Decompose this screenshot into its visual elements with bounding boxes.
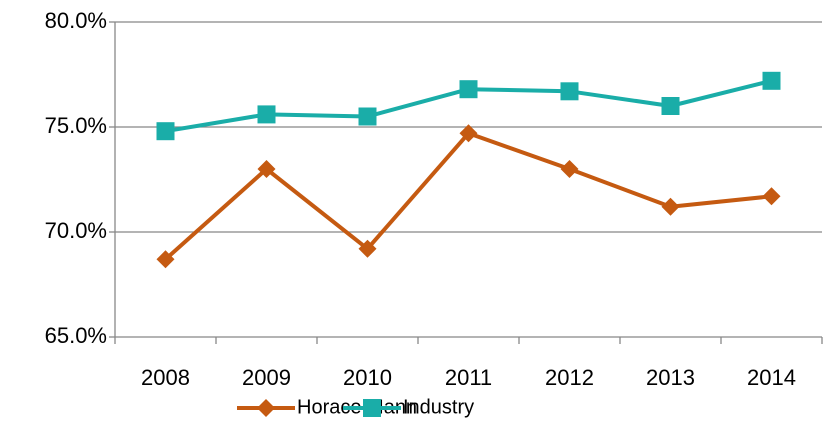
data-point bbox=[156, 122, 175, 141]
y-tick-label: 65.0% bbox=[45, 323, 107, 348]
legend-marker bbox=[363, 399, 381, 417]
series-line bbox=[164, 131, 772, 261]
x-tick-label: 2013 bbox=[646, 365, 695, 390]
data-point bbox=[560, 82, 579, 101]
data-point bbox=[156, 250, 175, 269]
data-point bbox=[257, 160, 276, 178]
x-tick-label: 2011 bbox=[445, 365, 492, 390]
data-point bbox=[762, 187, 781, 206]
data-point bbox=[661, 197, 680, 216]
data-point bbox=[358, 239, 377, 258]
y-tick-label: 80.0% bbox=[45, 8, 107, 33]
data-point bbox=[560, 160, 579, 178]
legend-marker bbox=[257, 399, 275, 417]
y-tick-label: 70.0% bbox=[45, 218, 107, 243]
x-tick-label: 2010 bbox=[343, 365, 392, 390]
data-point bbox=[459, 80, 478, 99]
x-tick-label: 2014 bbox=[747, 365, 796, 390]
x-tick-label: 2009 bbox=[242, 365, 291, 390]
data-point bbox=[358, 107, 377, 126]
x-tick-label: 2012 bbox=[545, 365, 594, 390]
x-tick-label: 2008 bbox=[141, 365, 190, 390]
legend-label: Industry bbox=[403, 396, 474, 418]
data-point bbox=[459, 124, 478, 143]
data-point bbox=[661, 97, 680, 115]
data-point bbox=[257, 105, 276, 124]
data-point bbox=[762, 71, 781, 90]
y-tick-label: 75.0% bbox=[45, 113, 107, 138]
